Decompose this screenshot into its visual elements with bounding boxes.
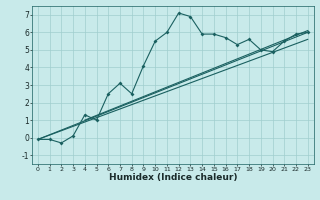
- X-axis label: Humidex (Indice chaleur): Humidex (Indice chaleur): [108, 173, 237, 182]
